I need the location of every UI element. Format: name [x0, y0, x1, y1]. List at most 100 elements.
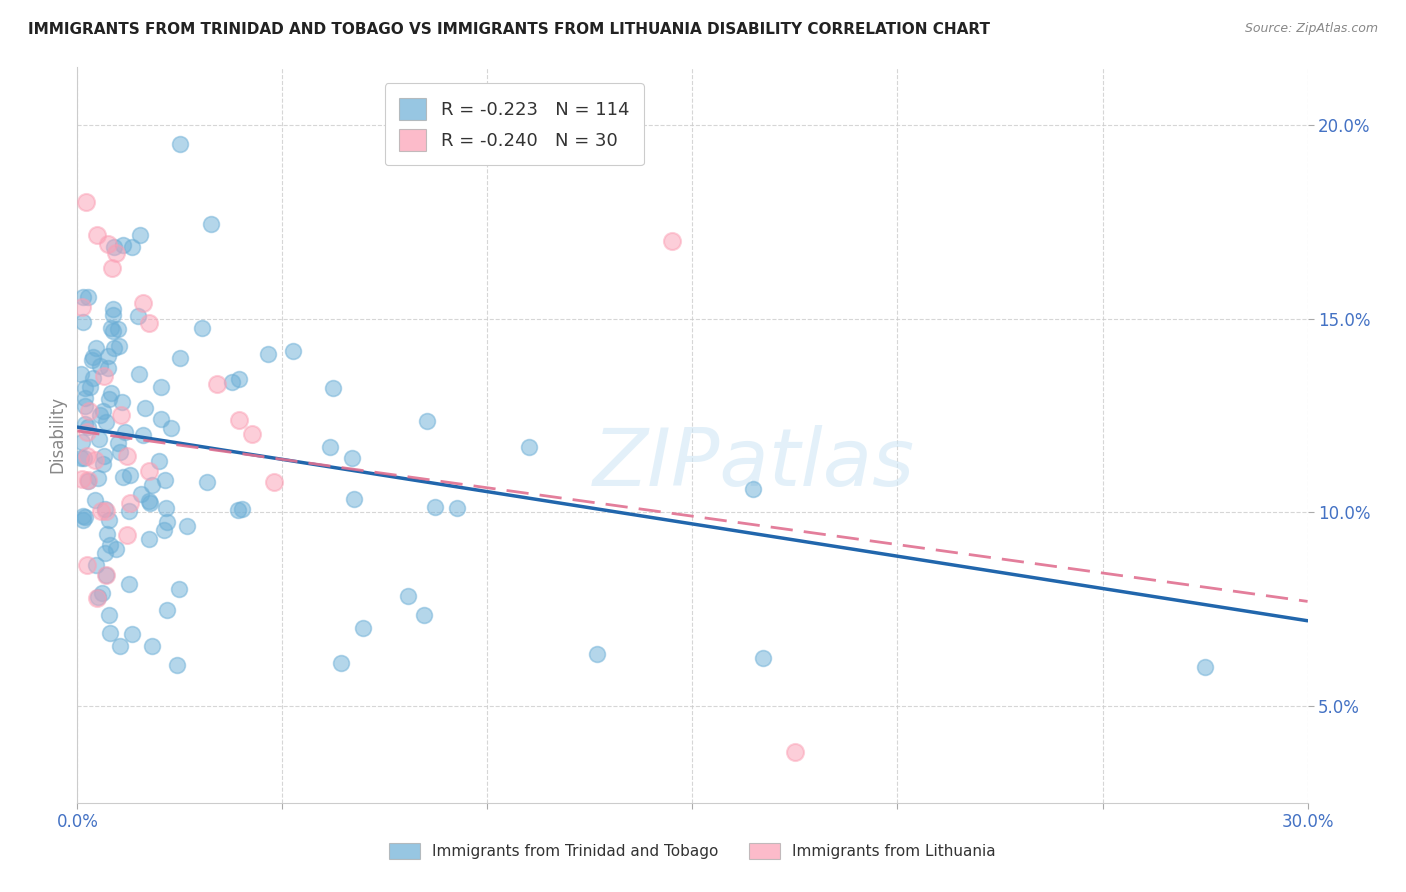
- Point: [127, 309, 149, 323]
- Point: [76, 449, 98, 463]
- Point: [129, 228, 152, 243]
- Point: [149, 412, 172, 426]
- Point: [77, 290, 100, 304]
- Point: [98, 626, 121, 640]
- Point: [108, 445, 131, 459]
- Point: [70, 367, 93, 381]
- Point: [108, 339, 131, 353]
- Point: [100, 386, 122, 401]
- Point: [205, 377, 228, 392]
- Point: [167, 582, 190, 596]
- Point: [118, 504, 141, 518]
- Point: [97, 513, 120, 527]
- Point: [100, 261, 122, 276]
- Point: [72, 290, 94, 304]
- Point: [93, 369, 115, 384]
- Point: [138, 464, 160, 478]
- Point: [120, 467, 142, 482]
- Point: [90, 586, 112, 600]
- Point: [107, 322, 129, 336]
- Point: [82, 351, 104, 365]
- Point: [89, 408, 111, 422]
- Legend: Immigrants from Trinidad and Tobago, Immigrants from Lithuania: Immigrants from Trinidad and Tobago, Imm…: [384, 837, 1001, 865]
- Point: [200, 217, 222, 231]
- Point: [103, 341, 125, 355]
- Point: [118, 577, 141, 591]
- Text: ZIPatlas: ZIPatlas: [593, 425, 915, 503]
- Point: [103, 324, 125, 338]
- Point: [169, 137, 191, 152]
- Point: [138, 493, 160, 508]
- Point: [141, 639, 163, 653]
- Point: [412, 608, 434, 623]
- Point: [84, 453, 107, 467]
- Point: [75, 195, 97, 210]
- Point: [114, 425, 136, 439]
- Point: [103, 240, 125, 254]
- Point: [131, 428, 153, 442]
- Point: [82, 353, 104, 368]
- Point: [169, 351, 191, 365]
- Point: [98, 392, 121, 407]
- Point: [226, 503, 249, 517]
- Point: [228, 413, 250, 427]
- Point: [103, 309, 125, 323]
- Point: [90, 504, 112, 518]
- Point: [111, 469, 134, 483]
- Y-axis label: Disability: Disability: [48, 396, 66, 474]
- Point: [77, 420, 100, 434]
- Point: [70, 451, 93, 466]
- Point: [96, 526, 118, 541]
- Point: [72, 315, 94, 329]
- Point: [221, 376, 243, 390]
- Point: [97, 349, 120, 363]
- Point: [87, 432, 110, 446]
- Point: [105, 542, 128, 557]
- Point: [141, 478, 163, 492]
- Point: [94, 501, 117, 516]
- Point: [416, 414, 439, 428]
- Point: [93, 404, 115, 418]
- Point: [87, 590, 110, 604]
- Point: [111, 394, 134, 409]
- Point: [149, 380, 172, 394]
- Point: [107, 436, 129, 450]
- Point: [91, 457, 114, 471]
- Point: [101, 302, 124, 317]
- Point: [70, 300, 93, 314]
- Point: [156, 515, 179, 529]
- Point: [110, 408, 132, 422]
- Point: [176, 518, 198, 533]
- Point: [129, 486, 152, 500]
- Point: [75, 381, 97, 395]
- Point: [228, 371, 250, 385]
- Point: [79, 380, 101, 394]
- Point: [120, 496, 142, 510]
- Point: [155, 500, 177, 515]
- Point: [115, 527, 138, 541]
- Point: [110, 639, 132, 653]
- Point: [131, 295, 153, 310]
- Point: [121, 240, 143, 254]
- Point: [94, 546, 117, 560]
- Point: [138, 533, 160, 547]
- Point: [1194, 660, 1216, 674]
- Point: [98, 607, 121, 622]
- Point: [75, 510, 97, 524]
- Point: [138, 316, 160, 330]
- Text: Source: ZipAtlas.com: Source: ZipAtlas.com: [1244, 22, 1378, 36]
- Point: [263, 475, 285, 490]
- Point: [100, 321, 122, 335]
- Point: [148, 454, 170, 468]
- Point: [283, 344, 305, 359]
- Point: [82, 371, 104, 385]
- Point: [77, 474, 100, 488]
- Point: [156, 603, 179, 617]
- Point: [86, 228, 108, 243]
- Point: [752, 651, 775, 665]
- Point: [84, 493, 107, 508]
- Point: [783, 746, 806, 760]
- Point: [98, 538, 121, 552]
- Point: [396, 589, 419, 603]
- Point: [134, 401, 156, 416]
